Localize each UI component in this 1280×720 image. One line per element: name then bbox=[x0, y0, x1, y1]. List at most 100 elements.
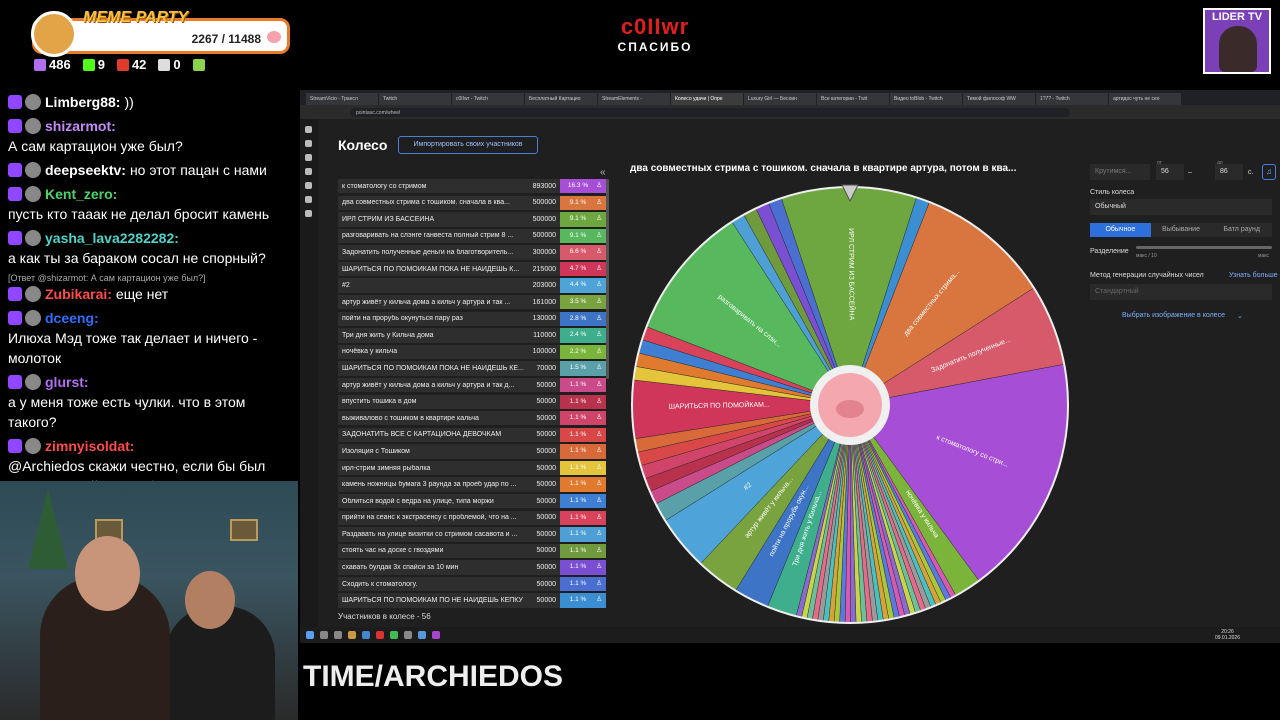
chat-username[interactable]: Kent_zero: bbox=[45, 186, 118, 202]
import-participants-button[interactable]: Импортировать своих участников bbox=[398, 136, 538, 154]
taskbar-app-icon[interactable] bbox=[418, 631, 426, 639]
cup-icon: ♙ bbox=[596, 278, 606, 293]
chat-username[interactable]: dceeng: bbox=[45, 310, 99, 326]
task-view-icon[interactable] bbox=[334, 631, 342, 639]
participant-amount: 50000 bbox=[536, 381, 556, 389]
participant-row[interactable]: ШАРИТЬСЯ ПО ПОМОЙКАМ ПО НЕ НАЙДЕШЬ КЕПКУ… bbox=[338, 593, 606, 608]
browser-tab[interactable]: Все категории - Twit bbox=[817, 93, 889, 105]
lider-portrait-icon bbox=[1219, 26, 1257, 72]
wheel-slice-label: #2 bbox=[743, 482, 754, 492]
rng-learn-more-link[interactable]: Узнать больше bbox=[1229, 272, 1278, 279]
music-icon[interactable]: ♫ bbox=[1262, 164, 1276, 180]
spin-from-input[interactable]: 56 bbox=[1156, 164, 1184, 180]
browser-tab[interactable]: Видео toBlob - Twitch bbox=[890, 93, 962, 105]
participant-name: впустить тошика в дом bbox=[342, 398, 417, 406]
participant-row[interactable]: прийти на сеанс к экстрасенсу с проблемо… bbox=[338, 510, 606, 525]
participant-row[interactable]: Изоляция с Тошиком 50000 1.1 % ♙ bbox=[338, 444, 606, 459]
participant-name: ШАРИТЬСЯ ПО ПОМОЙКАМ ПОКА НЕ НАЙДЕШЬ КЕ.… bbox=[342, 365, 524, 373]
chat-message: deepseektv: но этот пацан с нами bbox=[0, 158, 298, 182]
browser-tab[interactable]: c0IIwr - Twitch bbox=[452, 93, 524, 105]
cup-icon: ♙ bbox=[596, 593, 606, 608]
taskbar-app-icon[interactable] bbox=[390, 631, 398, 639]
url-input[interactable]: pointauc.com/wheel bbox=[350, 107, 1070, 117]
info-icon[interactable] bbox=[305, 182, 312, 189]
participant-row[interactable]: камень ножницы бумага 3 раунда за проеб … bbox=[338, 477, 606, 492]
participant-row[interactable]: ночёвка у кильча 100000 2.2 % ♙ bbox=[338, 344, 606, 360]
taskbar-app-icon[interactable] bbox=[348, 631, 356, 639]
participant-row[interactable]: ШАРИТЬСЯ ПО ПОМОЙКАМ ПОКА НЕ НАЙДЕШЬ К..… bbox=[338, 261, 606, 277]
streamer-1-head bbox=[75, 536, 140, 611]
browser-tab[interactable]: StreamVicio - Трансл bbox=[306, 93, 378, 105]
gear-icon[interactable] bbox=[305, 140, 312, 147]
browser-tab[interactable]: Twitch bbox=[379, 93, 451, 105]
participant-percent: 1.1 % bbox=[560, 411, 596, 426]
spin-to-input[interactable]: 86 bbox=[1215, 164, 1243, 180]
chat-username[interactable]: glurst: bbox=[45, 374, 89, 390]
participant-row[interactable]: ИРЛ СТРИМ ИЗ БАССЕЙНА 500000 9.1 % ♙ bbox=[338, 212, 606, 227]
fortune-wheel[interactable]: к стоматологу со стри...ночёвка у кильча… bbox=[628, 183, 1072, 627]
participant-row[interactable]: ЗАДОНАТИТЬ ВСЁ С КАРТАЦИОНА ДЕВОЧКАМ 5000… bbox=[338, 427, 606, 443]
spin-button[interactable]: Крутимся... bbox=[1090, 164, 1150, 180]
chevron-down-icon[interactable]: ⌄ bbox=[1237, 313, 1243, 320]
chat-username[interactable]: shizarmot: bbox=[45, 118, 116, 134]
mode-tab[interactable]: Обычное bbox=[1090, 223, 1151, 237]
cup-icon: ♙ bbox=[596, 245, 606, 260]
browser-tab[interactable]: Колесо удачи | Опре bbox=[671, 93, 743, 105]
chat-username[interactable]: Limberg88: bbox=[45, 94, 121, 110]
participant-row[interactable]: пойти на прорубь окунуться пару раз 13000… bbox=[338, 311, 606, 327]
browser-tab[interactable]: 1?7? - Twitch bbox=[1036, 93, 1108, 105]
cup-icon: ♙ bbox=[596, 311, 606, 327]
stat-item bbox=[192, 58, 208, 71]
participant-row[interactable]: схавать булдак 3х спайси за 10 мин 50000 1… bbox=[338, 560, 606, 575]
participant-row[interactable]: выживалово с тошиком в квартире кальча 50… bbox=[338, 411, 606, 426]
taskbar-app-icon[interactable] bbox=[362, 631, 370, 639]
browser-tab[interactable]: Темой философ WW bbox=[963, 93, 1035, 105]
mode-tab[interactable]: Батл раунд bbox=[1211, 223, 1273, 237]
participant-row[interactable]: артур живёт у кильча дома а кильч у арту… bbox=[338, 295, 606, 310]
participant-row[interactable]: Раздавать на улице визитки со стримом са… bbox=[338, 527, 606, 542]
participant-name: артур живёт у кильча дома а кильч у арту… bbox=[342, 381, 515, 389]
chat-username[interactable]: zimnyisoldat: bbox=[45, 438, 135, 454]
participant-row[interactable]: стоять час на доске с гвоздями 50000 1.1 %… bbox=[338, 543, 606, 559]
taskbar-app-icon[interactable] bbox=[404, 631, 412, 639]
participant-row[interactable]: артур живёт у кильча дома а кильч у арту… bbox=[338, 377, 606, 393]
collapse-list-button[interactable]: « bbox=[600, 167, 606, 178]
participant-row[interactable]: Облиться водой с ведра на улице, типа мо… bbox=[338, 493, 606, 509]
participant-row[interactable]: Задонатить полученные деньги на благотво… bbox=[338, 245, 606, 260]
logout-icon[interactable] bbox=[305, 210, 312, 217]
browser-tab[interactable]: StreamElements - bbox=[598, 93, 670, 105]
choose-wheel-image-link[interactable]: Выбрать изображение в колесе bbox=[1122, 312, 1225, 319]
participant-percent: 1.1 % bbox=[560, 377, 596, 393]
participant-row[interactable]: впустить тошика в дом 50000 1.1 % ♙ bbox=[338, 394, 606, 409]
participant-amount: 215000 bbox=[532, 265, 556, 273]
layers-icon[interactable] bbox=[305, 168, 312, 175]
taskbar-clock[interactable]: 20:26 09.01.2026 bbox=[1215, 629, 1240, 641]
participant-row[interactable]: разговаривать на слэнге ганвеста полный … bbox=[338, 228, 606, 244]
participant-row[interactable]: Три дня жить у Кильча дома 110000 2.4 % ♙ bbox=[338, 328, 606, 343]
search-icon[interactable] bbox=[320, 631, 328, 639]
participant-row[interactable]: Сходить к стоматологу. 50000 1.1 % ♙ bbox=[338, 576, 606, 592]
browser-tab[interactable]: Luxury Girl — Бесоин bbox=[744, 93, 816, 105]
browser-tab[interactable]: артидос чуть не сео bbox=[1109, 93, 1181, 105]
participant-row[interactable]: ШАРИТЬСЯ ПО ПОМОЙКАМ ПОКА НЕ НАЙДЕШЬ КЕ.… bbox=[338, 361, 606, 376]
chat-username[interactable]: Zubikarai: bbox=[45, 286, 112, 302]
to-label: до bbox=[1217, 160, 1223, 166]
chat-username[interactable]: deepseektv: bbox=[45, 162, 126, 178]
shield-icon[interactable] bbox=[305, 196, 312, 203]
twitch-icon[interactable] bbox=[305, 154, 312, 161]
chat-username[interactable]: yasha_lava2282282: bbox=[45, 230, 179, 246]
list-scrollbar[interactable] bbox=[606, 179, 609, 379]
participant-row[interactable]: два совместных стрима с тошиком. сначала… bbox=[338, 195, 606, 210]
windows-start-icon[interactable] bbox=[306, 631, 314, 639]
taskbar-app-icon[interactable] bbox=[376, 631, 384, 639]
browser-tab[interactable]: Бесплатный Картацио bbox=[525, 93, 597, 105]
taskbar-app-icon[interactable] bbox=[432, 631, 440, 639]
mode-tab[interactable]: Выбывание bbox=[1150, 223, 1212, 237]
participant-row[interactable]: ирл-стрим зимняя рыбалка 50000 1.1 % ♙ bbox=[338, 460, 606, 476]
hammer-icon[interactable] bbox=[305, 126, 312, 133]
style-select[interactable]: Обычный bbox=[1090, 199, 1272, 215]
participant-row[interactable]: #2 203000 4.4 % ♙ bbox=[338, 278, 606, 293]
split-slider[interactable] bbox=[1136, 246, 1272, 249]
participant-row[interactable]: к стоматологу со стримом 893000 16.3 % ♙ bbox=[338, 179, 606, 194]
rng-select[interactable]: Стандартный bbox=[1090, 284, 1272, 300]
